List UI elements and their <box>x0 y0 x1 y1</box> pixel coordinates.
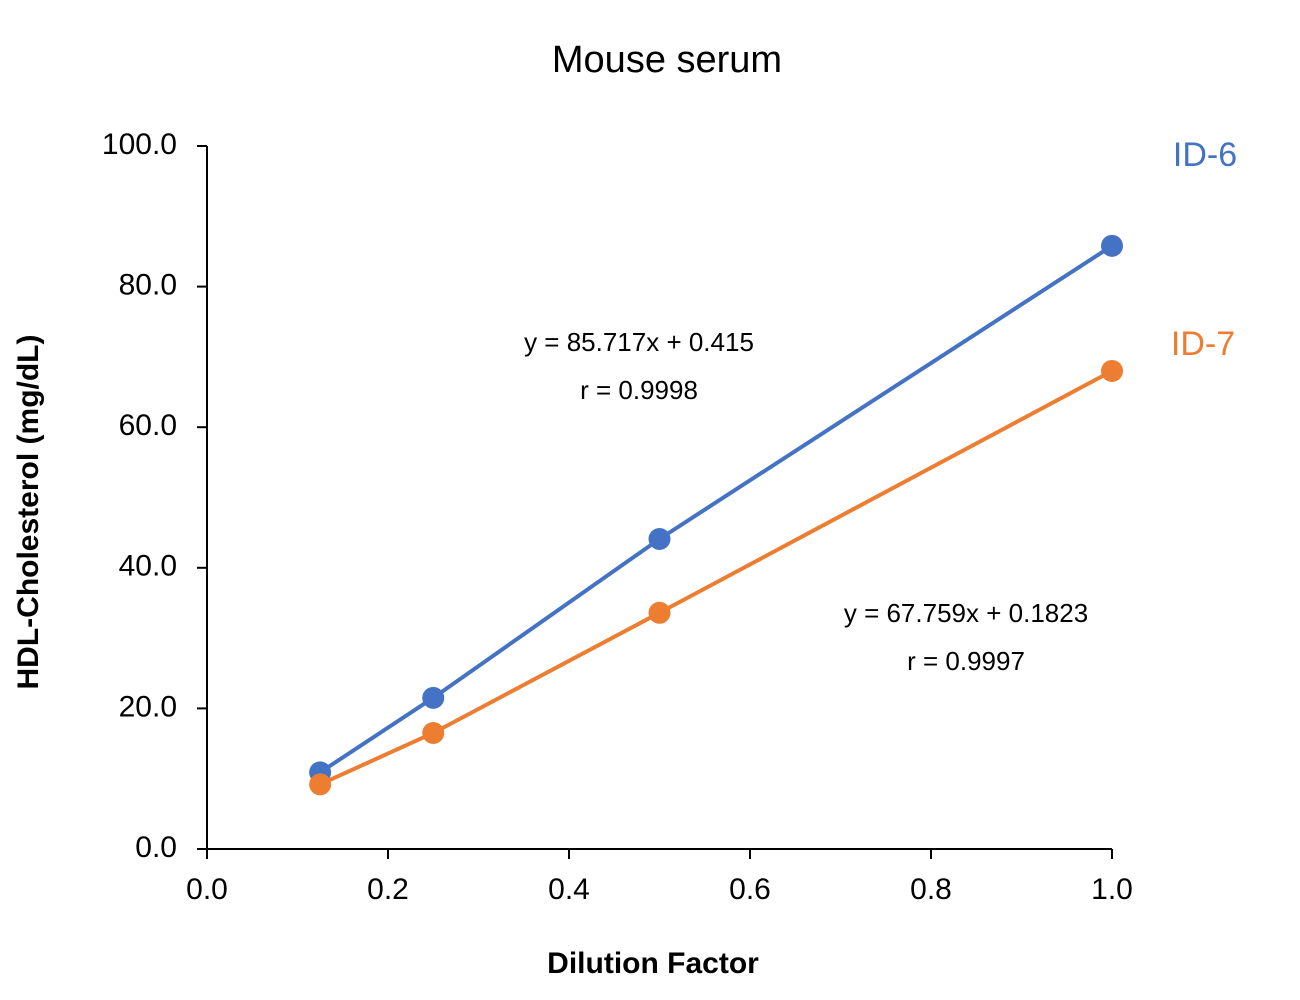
data-point <box>1101 234 1123 257</box>
y-tick-label: 60.0 <box>119 409 177 442</box>
y-tick-label: 0.0 <box>135 831 177 864</box>
x-tick-label: 0.2 <box>367 873 409 906</box>
y-axis-label: HDL-Cholesterol (mg/dL) <box>12 335 45 690</box>
x-tick-label: 0.0 <box>186 873 228 906</box>
data-point <box>648 527 671 550</box>
x-tick-label: 0.6 <box>729 873 771 906</box>
chart-title: Mouse serum <box>552 39 782 81</box>
x-axis-label: Dilution Factor <box>547 947 759 980</box>
data-point <box>309 773 332 796</box>
data-point <box>422 722 445 745</box>
data-point <box>1101 359 1123 382</box>
data-point <box>648 601 671 624</box>
x-tick-label: 0.8 <box>910 873 952 906</box>
y-tick-label: 80.0 <box>119 269 177 302</box>
y-tick-label: 100.0 <box>102 128 177 161</box>
annotation: r = 0.9997 <box>907 646 1025 676</box>
series-label: ID-6 <box>1173 136 1237 174</box>
series-line <box>319 369 1113 787</box>
y-tick-label: 20.0 <box>119 690 177 723</box>
y-tick-label: 40.0 <box>119 550 177 583</box>
series-line <box>319 244 1114 775</box>
annotation: r = 0.9998 <box>580 375 698 405</box>
data-point <box>422 686 445 709</box>
x-tick-label: 0.4 <box>548 873 590 906</box>
annotation: y = 67.759x + 0.1823 <box>844 598 1088 628</box>
x-tick-label: 1.0 <box>1091 873 1133 906</box>
annotation: y = 85.717x + 0.415 <box>524 327 754 357</box>
series-label: ID-7 <box>1171 325 1235 363</box>
